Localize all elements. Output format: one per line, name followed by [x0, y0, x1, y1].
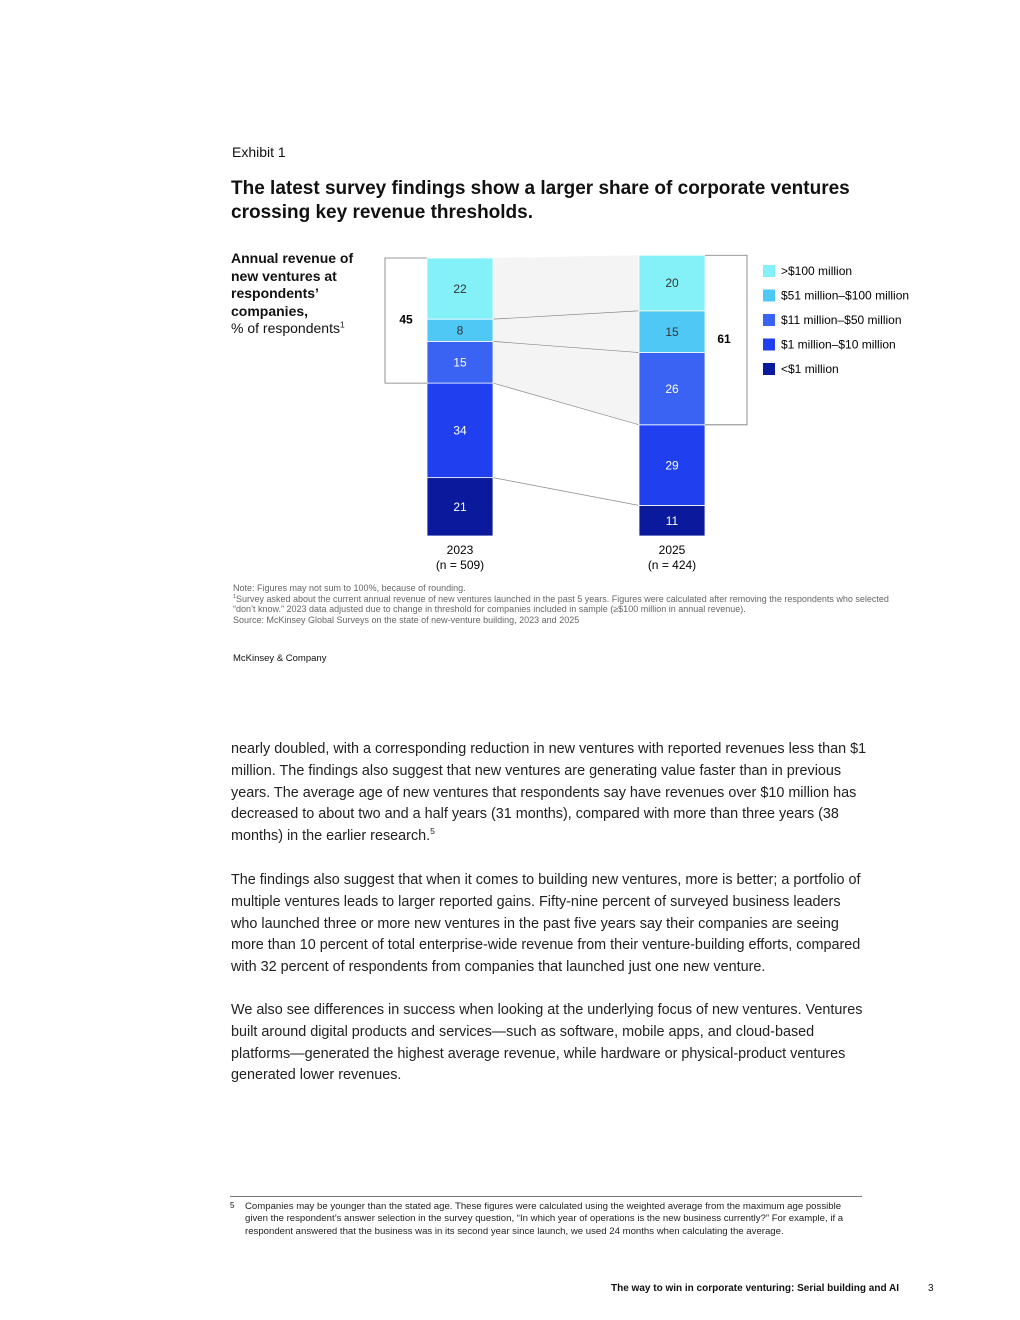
footnote-marker: 5 [430, 826, 435, 837]
bar-segment [426, 477, 494, 537]
x-tick-note: (n = 509) [436, 558, 484, 572]
value-label: 20 [665, 276, 679, 290]
legend-label: $1 million–$10 million [781, 338, 896, 352]
exhibit-label: Exhibit 1 [232, 144, 286, 160]
legend-label: <$1 million [781, 362, 839, 376]
legend-label: $11 million–$50 million [781, 313, 902, 327]
bracket [384, 257, 427, 384]
paragraph-text: nearly doubled, with a corresponding red… [231, 741, 867, 845]
x-tick-label: 2023 [447, 543, 474, 557]
bar-segment [638, 505, 706, 537]
paragraph-text: We also see differences in success when … [231, 1002, 863, 1084]
y-label-text: Annual revenue of new ventures at respon… [231, 250, 354, 319]
value-label: 26 [665, 382, 679, 396]
paragraph: nearly doubled, with a corresponding red… [231, 739, 867, 848]
note: Note: Figures may not sum to 100%, becau… [233, 583, 466, 593]
x-tick-label: 2025 [659, 543, 686, 557]
footnote-marker: 1 [233, 593, 236, 600]
bracket [705, 254, 748, 426]
footnote-1: 1Survey asked about the current annual r… [233, 594, 913, 615]
bracket-label: 45 [399, 313, 413, 327]
value-label: 15 [665, 325, 679, 339]
bar-segment [638, 424, 706, 506]
legend-swatch [763, 363, 775, 375]
footnote-text: Companies may be younger than the stated… [245, 1201, 844, 1237]
paragraph-text: The findings also suggest that when it c… [231, 872, 861, 976]
bar-segment [426, 341, 494, 384]
brand: McKinsey & Company [233, 653, 327, 664]
bar-segment [638, 310, 706, 353]
notes: Note: Figures may not sum to 100%, becau… [233, 583, 913, 625]
value-label: 22 [453, 282, 467, 296]
shaded-band [493, 255, 639, 425]
source: Source: McKinsey Global Surveys on the s… [233, 614, 580, 625]
footnote-marker: 1 [339, 319, 345, 330]
connector [492, 310, 640, 320]
value-label: 11 [666, 514, 679, 528]
bracket-label: 61 [717, 332, 731, 346]
legend-swatch [763, 289, 775, 302]
footnote-rule [230, 1196, 862, 1197]
value-label: 21 [453, 500, 467, 514]
exhibit-title: The latest survey findings show a larger… [231, 178, 850, 223]
connector [492, 477, 640, 506]
legend-swatch [763, 265, 775, 277]
value-label: 34 [453, 424, 467, 438]
bar-segment [638, 352, 706, 426]
legend-swatch [763, 314, 775, 326]
footnote-marker: 5 [230, 1201, 235, 1210]
value-label: 15 [453, 355, 467, 369]
legend-label: >$100 million [781, 264, 852, 278]
connector [492, 341, 640, 353]
bar-segment [638, 254, 706, 312]
legend-swatch [763, 338, 775, 351]
footnote-text: Survey asked about the current annual re… [233, 593, 889, 615]
x-tick-note: (n = 424) [648, 558, 696, 572]
value-label: 29 [665, 458, 679, 472]
y-unit: % of respondents [231, 320, 340, 336]
paragraph: The findings also suggest that when it c… [231, 870, 867, 979]
legend-label: $51 million–$100 million [781, 289, 909, 303]
paragraph: We also see differences in success when … [231, 1000, 867, 1087]
value-label: 8 [457, 323, 464, 337]
y-label: Annual revenue of new ventures at respon… [231, 250, 371, 338]
bar-segment [426, 257, 494, 320]
footer-title: The way to win in corporate venturing: S… [611, 1283, 899, 1294]
connector [492, 382, 640, 426]
page-number: 3 [928, 1283, 934, 1294]
chart: 21 34 15 8 22 2023(n = 509) 11 29 26 15 20 2025(n =… [384, 254, 909, 572]
